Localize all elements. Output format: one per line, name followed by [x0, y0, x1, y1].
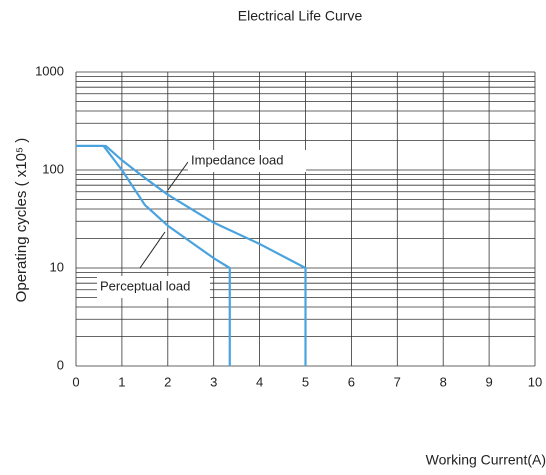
y-tick-label: 100: [42, 161, 64, 176]
leader-line: [167, 161, 189, 191]
label-box: [188, 150, 306, 172]
x-tick-label: 6: [348, 374, 355, 389]
y-tick-label: 0: [57, 357, 64, 372]
line: [76, 144, 307, 366]
x-tick-label: 2: [164, 374, 171, 389]
x-tick-label: 4: [256, 374, 263, 389]
x-tick-label: 8: [440, 374, 447, 389]
series-label: Perceptual load: [100, 278, 190, 293]
line: [76, 144, 231, 366]
y-tick-label: 1000: [35, 63, 64, 78]
x-tick-label: 10: [528, 374, 542, 389]
y-tick-label: 10: [50, 259, 64, 274]
x-axis-label: Working Current(A): [426, 452, 546, 468]
x-tick-label: 7: [394, 374, 401, 389]
label-box: [97, 276, 210, 298]
leader-line: [139, 231, 166, 269]
series-label: Impedance load: [191, 152, 284, 167]
x-tick-label: 9: [485, 374, 492, 389]
x-tick-label: 1: [118, 374, 125, 389]
x-tick-label: 3: [210, 374, 217, 389]
x-tick-label: 0: [72, 374, 79, 389]
y-axis-label: Operating cycles ( x10⁵ ): [13, 138, 30, 303]
chart-title: Electrical Life Curve: [238, 8, 363, 24]
x-tick-label: 5: [302, 374, 309, 389]
